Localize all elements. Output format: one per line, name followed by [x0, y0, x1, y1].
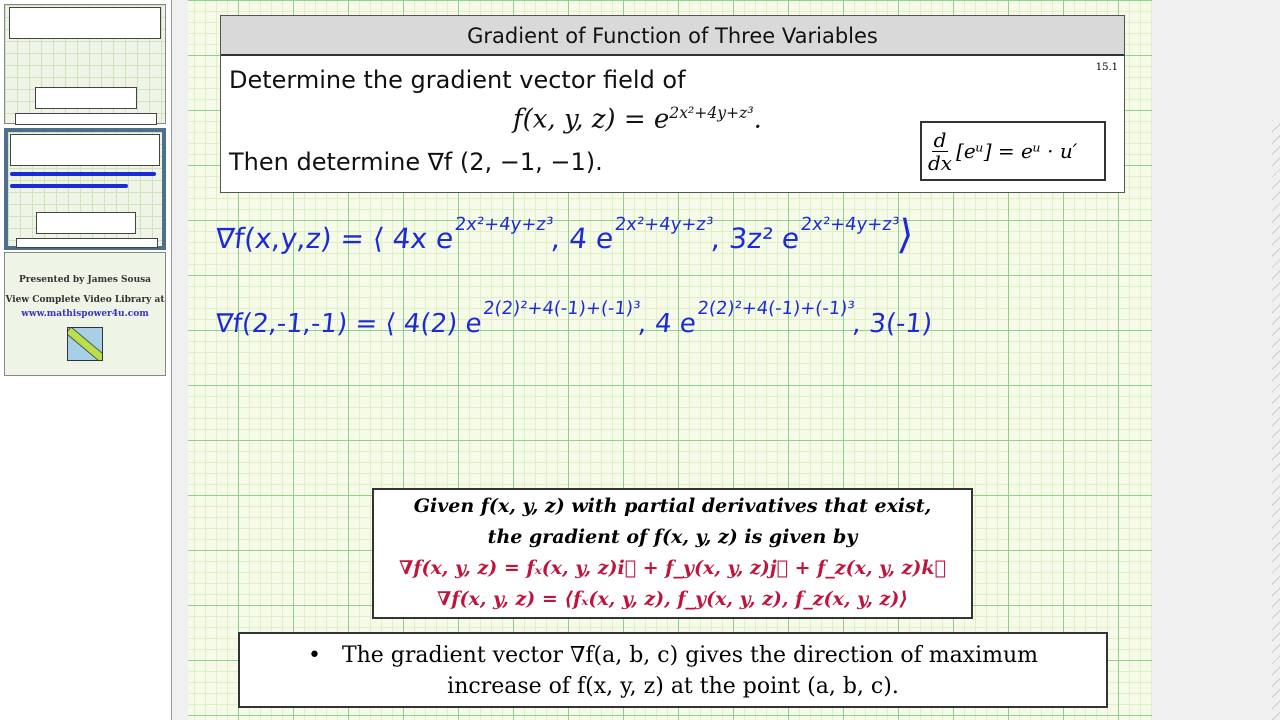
function-definition: f(x, y, z) = e2x²+4y+z³.	[513, 104, 762, 135]
handwritten-gradient-evaluated: ∇f(2,-1,-1) = ⟨ 4(2) e2(2)²+4(-1)+(-1)³,…	[213, 298, 934, 339]
offscreen-panel-edge	[1272, 120, 1280, 720]
library-text: View Complete Video Library at	[5, 295, 165, 305]
then-text: Then determine ∇f (2, −1, −1).	[229, 148, 603, 176]
bullet: •	[307, 643, 321, 668]
gradient-definition-box: Given f(x, y, z) with partial derivative…	[372, 488, 973, 619]
slide-thumbnail-2[interactable]	[4, 128, 166, 250]
definition-formula-components: ∇f(x, y, z) = fₓ(x, y, z)i⃗ + f_y(x, y, …	[399, 557, 946, 579]
derivative-rule-hint: d dx [eᵘ] = eᵘ · u′	[920, 121, 1106, 181]
presenter-name: Presented by James Sousa	[18, 275, 152, 285]
slide-thumbnail-1[interactable]	[4, 4, 166, 125]
slide-title: Gradient of Function of Three Variables	[221, 16, 1124, 56]
note-line-1: The gradient vector ∇f(a, b, c) gives th…	[341, 643, 1039, 668]
problem-box: Gradient of Function of Three Variables …	[220, 15, 1125, 193]
library-link[interactable]: www.mathispower4u.com	[21, 309, 149, 319]
slide-thumbnail-panel: Presented by James Sousa View Complete V…	[0, 0, 172, 720]
definition-line-2: the gradient of f(x, y, z) is given by	[487, 526, 858, 548]
logo-icon	[67, 327, 103, 361]
handwritten-gradient-general: ∇f(x,y,z) = ⟨ 4x e2x²+4y+z³, 4 e2x²+4y+z…	[213, 212, 916, 258]
gradient-note-box: • The gradient vector ∇f(a, b, c) gives …	[238, 632, 1108, 708]
presenter-credits: Presented by James Sousa View Complete V…	[4, 252, 166, 376]
definition-line-1: Given f(x, y, z) with partial derivative…	[413, 495, 932, 517]
definition-formula-vector: ∇f(x, y, z) = ⟨fₓ(x, y, z), f_y(x, y, z)…	[436, 588, 909, 610]
section-number: 15.1	[1095, 62, 1118, 73]
prompt-text: Determine the gradient vector field of	[229, 66, 686, 94]
note-line-2: increase of f(x, y, z) at the point (a, …	[447, 674, 899, 699]
